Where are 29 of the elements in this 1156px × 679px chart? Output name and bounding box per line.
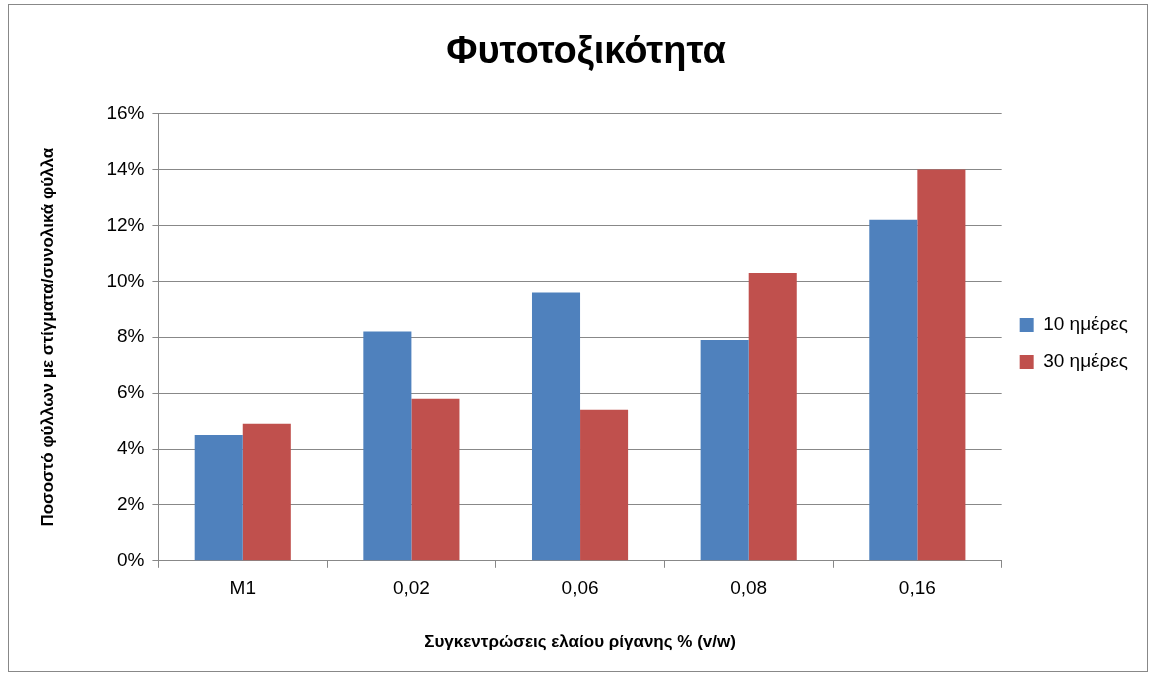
bar — [917, 169, 966, 561]
y-tick-label: 10% — [106, 269, 145, 291]
y-tick-label: 0% — [116, 549, 145, 571]
bar — [580, 409, 629, 561]
x-tick-label: 0,02 — [392, 577, 430, 599]
bar — [194, 435, 243, 561]
x-tick-label: 0,06 — [561, 577, 599, 599]
chart-title: Φυτοτοξικότητα — [446, 29, 726, 72]
y-tick-label: 8% — [116, 325, 145, 347]
x-axis-title: Συγκεντρώσεις ελαίου ρίγανης % (v/w) — [424, 632, 736, 652]
y-tick-label: 2% — [116, 493, 145, 515]
bar — [869, 219, 918, 561]
y-tick-label: 12% — [106, 213, 145, 235]
bar — [700, 340, 749, 561]
y-tick-label: 4% — [116, 437, 145, 459]
bar — [363, 331, 412, 561]
y-tick-label: 14% — [106, 157, 145, 179]
x-tick-label: M1 — [229, 577, 256, 599]
legend-label: 10 ημέρες — [1043, 313, 1129, 335]
y-tick-label: 6% — [116, 381, 145, 403]
x-tick-label: 0,08 — [730, 577, 768, 599]
legend-label: 30 ημέρες — [1043, 350, 1129, 372]
bar — [748, 272, 797, 561]
bar — [242, 423, 291, 561]
y-tick-label: 16% — [106, 101, 145, 123]
x-tick-label: 0,16 — [898, 577, 936, 599]
bar — [531, 292, 581, 561]
y-axis-title: Ποσοστό φύλλων με στίγματα/συνολικά φύλλα — [37, 147, 57, 527]
bar — [411, 398, 460, 561]
